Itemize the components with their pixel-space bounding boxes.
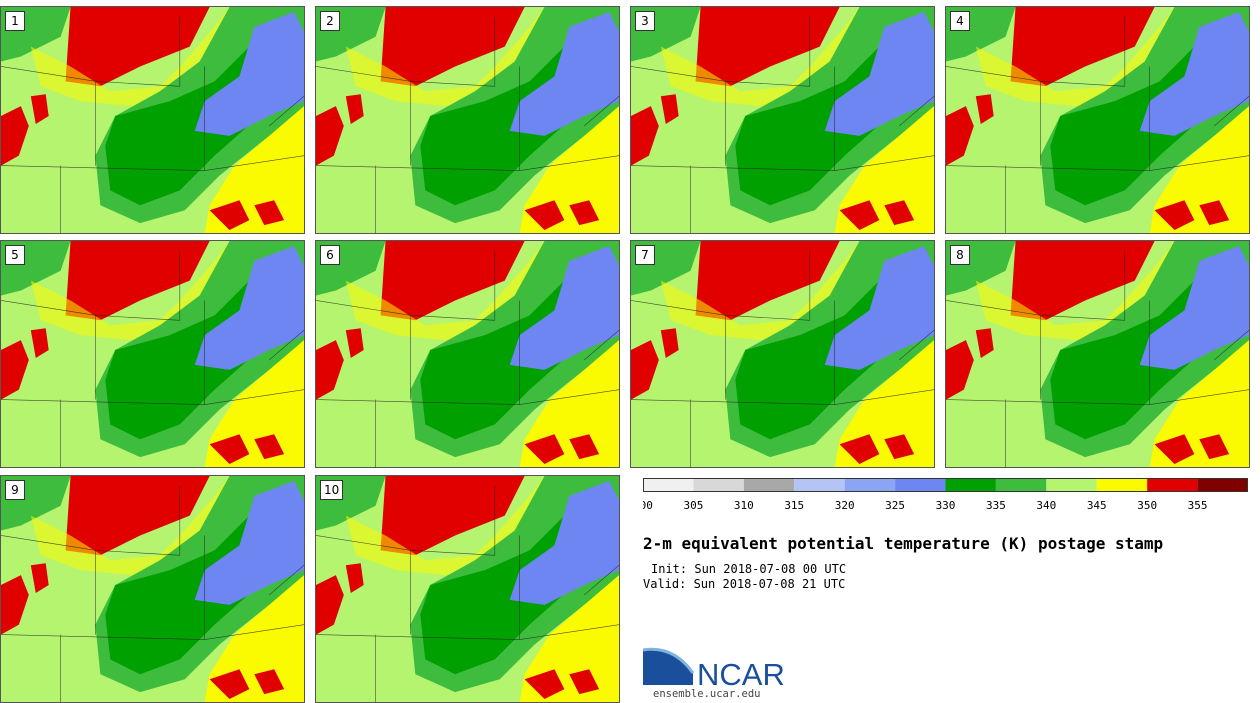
colorbar-tick-label: 325	[885, 499, 905, 512]
colorbar-tick-label: 350	[1137, 499, 1157, 512]
member-number-label: 7	[635, 245, 655, 265]
ensemble-member-panel-4: 4	[945, 6, 1250, 234]
colorbar-tick-label: 315	[784, 499, 804, 512]
colorbar-swatch	[743, 478, 795, 492]
colorbar-swatches	[643, 478, 1248, 492]
theta-e-map	[316, 7, 619, 233]
member-number-label: 9	[5, 480, 25, 500]
theta-e-map	[946, 241, 1249, 467]
member-number-label: 6	[320, 245, 340, 265]
logo-url: ensemble.ucar.edu	[653, 688, 761, 700]
colorbar-swatch	[1096, 478, 1148, 492]
colorbar-tick-label: 310	[734, 499, 754, 512]
ncar-logo-mark	[643, 649, 693, 685]
theta-e-map	[631, 241, 934, 467]
ncar-logo-text: NCAR	[697, 657, 785, 690]
member-number-label: 2	[320, 11, 340, 31]
init-time: Init: Sun 2018-07-08 00 UTC	[651, 562, 847, 576]
ensemble-member-panel-5: 5	[0, 240, 305, 468]
colorbar-swatch	[895, 478, 946, 492]
colorbar-swatch	[794, 478, 845, 492]
ensemble-member-panel-2: 2	[315, 6, 620, 234]
member-number-label: 8	[950, 245, 970, 265]
colorbar-tick-label: 340	[1036, 499, 1056, 512]
colorbar-tick-label: 355	[1188, 499, 1208, 512]
ncar-logo: NCAR	[643, 647, 785, 690]
theta-e-map	[1, 476, 304, 702]
colorbar-tick-labels: 300 305 310 315 320 325 330 335 340 345 350 355	[643, 499, 1208, 512]
theta-e-map	[316, 241, 619, 467]
theta-e-map	[316, 476, 619, 702]
colorbar-swatch	[844, 478, 896, 492]
ensemble-member-panel-10: 10	[315, 475, 620, 703]
colorbar-tick-label: 300	[643, 499, 653, 512]
colorbar-swatch	[1147, 478, 1198, 492]
colorbar-swatch	[643, 478, 694, 492]
ensemble-member-panel-8: 8	[945, 240, 1250, 468]
ensemble-member-panel-1: 1	[0, 6, 305, 234]
colorbar-swatch	[693, 478, 744, 492]
theta-e-map	[1, 7, 304, 233]
ensemble-member-panel-3: 3	[630, 6, 935, 234]
theta-e-map	[1, 241, 304, 467]
colorbar: 300 305 310 315 320 325 330 335 340 345 350 355	[643, 478, 1248, 512]
colorbar-swatch	[1046, 478, 1097, 492]
theta-e-map	[946, 7, 1249, 233]
theta-e-map	[631, 7, 934, 233]
colorbar-tick-label: 345	[1087, 499, 1107, 512]
colorbar-tick-label: 330	[936, 499, 956, 512]
member-number-label: 1	[5, 11, 25, 31]
ensemble-member-panel-9: 9	[0, 475, 305, 703]
colorbar-swatch	[995, 478, 1047, 492]
member-number-label: 3	[635, 11, 655, 31]
figure-title: 2-m equivalent potential temperature (K)…	[643, 534, 1164, 553]
member-number-label: 5	[5, 245, 25, 265]
valid-time: Valid: Sun 2018-07-08 21 UTC	[643, 577, 846, 591]
colorbar-tick-label: 305	[683, 499, 703, 512]
ensemble-member-panel-7: 7	[630, 240, 935, 468]
member-number-label: 4	[950, 11, 970, 31]
colorbar-tick-label: 320	[835, 499, 855, 512]
colorbar-swatch	[1197, 478, 1248, 492]
colorbar-tick-label: 335	[986, 499, 1006, 512]
colorbar-swatch	[945, 478, 996, 492]
ensemble-member-panel-6: 6	[315, 240, 620, 468]
member-number-label: 10	[320, 480, 344, 500]
